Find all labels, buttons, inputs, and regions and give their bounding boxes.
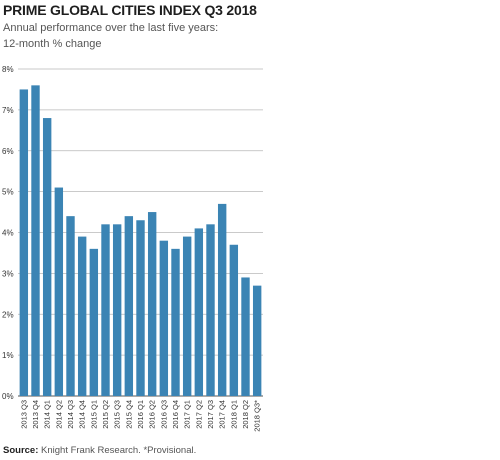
y-tick-label: 6%	[2, 147, 14, 156]
chart-title: PRIME GLOBAL CITIES INDEX Q3 2018	[3, 2, 257, 18]
bar	[182, 236, 192, 396]
bar	[252, 285, 262, 396]
x-tick-label: 2016 Q1	[136, 400, 145, 429]
y-axis-ticks: 0% 1% 2% 3% 4% 5% 6% 7% 8%	[2, 65, 14, 401]
source-text: Knight Frank Research. *Provisional.	[41, 445, 197, 456]
bar	[147, 212, 157, 396]
y-tick-label: 5%	[2, 188, 14, 197]
x-tick-label: 2016 Q2	[148, 400, 157, 429]
y-tick-label: 8%	[2, 65, 14, 74]
x-tick-label: 2013 Q3	[19, 400, 28, 429]
x-tick-label: 2016 Q3	[159, 400, 168, 429]
y-tick-label: 4%	[2, 229, 14, 238]
bar	[124, 216, 134, 396]
x-tick-label: 2017 Q3	[206, 400, 215, 429]
y-tick-label: 3%	[2, 269, 14, 278]
bars	[19, 85, 262, 397]
bar	[229, 244, 239, 396]
bar	[171, 248, 180, 396]
bar	[31, 85, 40, 396]
bar	[159, 240, 169, 396]
bar	[54, 187, 64, 396]
bar	[89, 248, 99, 396]
y-tick-label: 7%	[2, 106, 14, 115]
bar	[66, 216, 75, 396]
bar	[194, 228, 204, 396]
x-tick-label: 2015 Q4	[124, 400, 133, 429]
source-note: Source: Knight Frank Research. *Provisio…	[3, 445, 196, 456]
source-label: Source:	[3, 445, 39, 456]
y-tick-label: 1%	[2, 351, 14, 360]
x-tick-label: 2017 Q2	[194, 400, 203, 429]
bar-chart: 0% 1% 2% 3% 4% 5% 6% 7% 8% 2013 Q3 2013 Q4 2014 Q1…	[2, 65, 263, 432]
bar	[42, 118, 52, 397]
x-tick-label: 2018 Q1	[229, 400, 238, 429]
y-tick-label: 2%	[2, 310, 14, 319]
x-tick-label: 2018 Q3*	[253, 400, 262, 432]
bar	[19, 89, 29, 396]
x-tick-label: 2017 Q4	[218, 400, 227, 429]
chart-subtitle-line-2: 12-month % change	[3, 38, 102, 50]
x-tick-label: 2013 Q4	[31, 400, 40, 429]
x-tick-label: 2014 Q1	[43, 400, 52, 429]
chart-subtitle-line-1: Annual performance over the last five ye…	[3, 22, 219, 34]
x-tick-label: 2018 Q2	[241, 400, 250, 429]
x-tick-label: 2014 Q2	[54, 400, 63, 429]
x-tick-label: 2015 Q3	[113, 400, 122, 429]
bar	[217, 203, 227, 396]
x-tick-label: 2017 Q1	[183, 400, 192, 429]
x-axis-ticks: 2013 Q3 2013 Q4 2014 Q1 2014 Q2 2014 Q3 2014 …	[19, 400, 261, 432]
bar	[101, 224, 110, 396]
x-tick-label: 2014 Q4	[78, 400, 87, 429]
x-tick-label: 2014 Q3	[66, 400, 75, 429]
x-tick-label: 2016 Q4	[171, 400, 180, 429]
bar	[112, 224, 122, 396]
bar	[77, 236, 87, 396]
bar	[206, 224, 215, 396]
x-tick-label: 2015 Q1	[89, 400, 98, 429]
bar	[241, 277, 250, 396]
x-tick-label: 2015 Q2	[101, 400, 110, 429]
bar	[136, 220, 145, 396]
y-tick-label: 0%	[2, 392, 14, 401]
